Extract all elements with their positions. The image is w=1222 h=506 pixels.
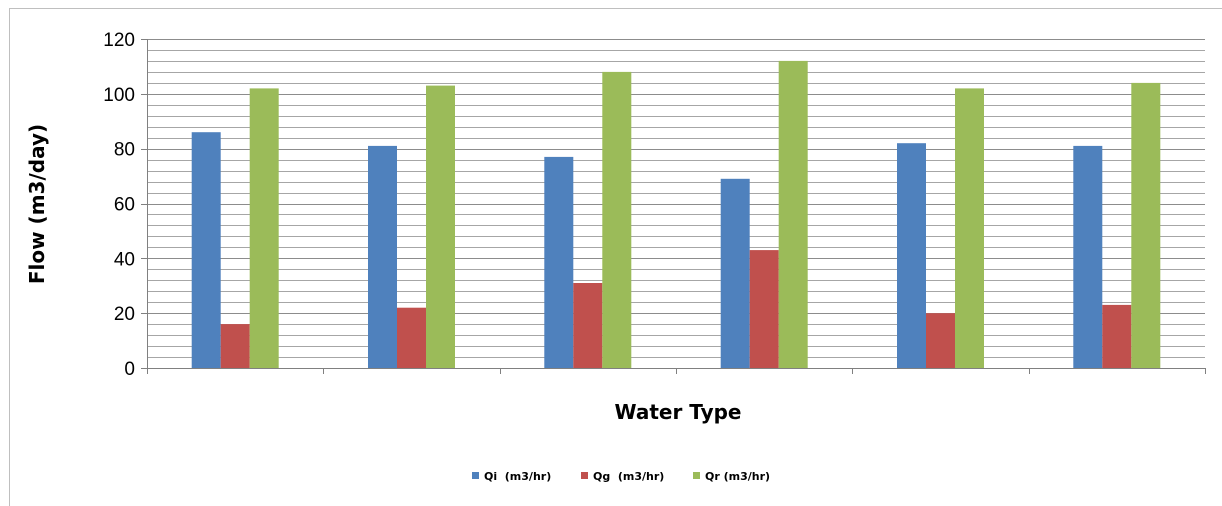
bar-series-3-group-2 — [426, 85, 455, 368]
y-tick-label: 100 — [103, 85, 135, 106]
y-tick-labels: 0 20 40 60 80 100 120 — [103, 30, 135, 380]
legend-swatch-1 — [472, 472, 479, 479]
bar-series-1-group-6 — [1073, 145, 1103, 368]
bar-series-2-group-2 — [397, 307, 426, 368]
gridlines — [147, 39, 1205, 358]
legend-label-2: Qg (m3/hr) — [593, 470, 664, 483]
x-axis-title: Water Type — [615, 400, 742, 424]
bar-series-1-group-2 — [368, 145, 397, 368]
bar-series-1-group-4 — [720, 178, 750, 368]
bar-series-1-group-3 — [544, 156, 574, 368]
bar-series-3-group-5 — [955, 88, 984, 369]
legend-label-1: Qi (m3/hr) — [484, 470, 551, 483]
bar-series-3-group-4 — [778, 60, 808, 369]
y-tick-label: 20 — [114, 304, 135, 325]
y-axis-title: Flow (m3/day) — [25, 124, 49, 284]
bar-series-2-group-3 — [573, 283, 603, 368]
axes — [141, 39, 1206, 374]
legend-swatch-3 — [693, 472, 700, 479]
bars — [191, 60, 1161, 369]
bar-series-3-group-1 — [249, 88, 279, 369]
bar-series-2-group-5 — [926, 313, 955, 368]
bar-series-3-group-3 — [602, 71, 632, 369]
bar-series-1-group-1 — [191, 132, 221, 368]
y-tick-label: 60 — [114, 195, 135, 216]
bar-series-2-group-4 — [749, 250, 779, 368]
bar-series-2-group-1 — [220, 324, 250, 368]
bar-series-1-group-5 — [897, 143, 926, 368]
y-tick-label: 0 — [124, 359, 135, 380]
legend: Qi (m3/hr) Qg (m3/hr) Qr (m3/hr) — [472, 470, 770, 483]
bar-series-3-group-6 — [1131, 82, 1161, 369]
y-tick-label: 120 — [103, 30, 135, 51]
y-tick-label: 40 — [114, 249, 135, 270]
legend-swatch-2 — [581, 472, 588, 479]
legend-label-3: Qr (m3/hr) — [705, 470, 770, 483]
bar-series-2-group-6 — [1102, 304, 1132, 368]
y-tick-label: 80 — [114, 140, 135, 161]
